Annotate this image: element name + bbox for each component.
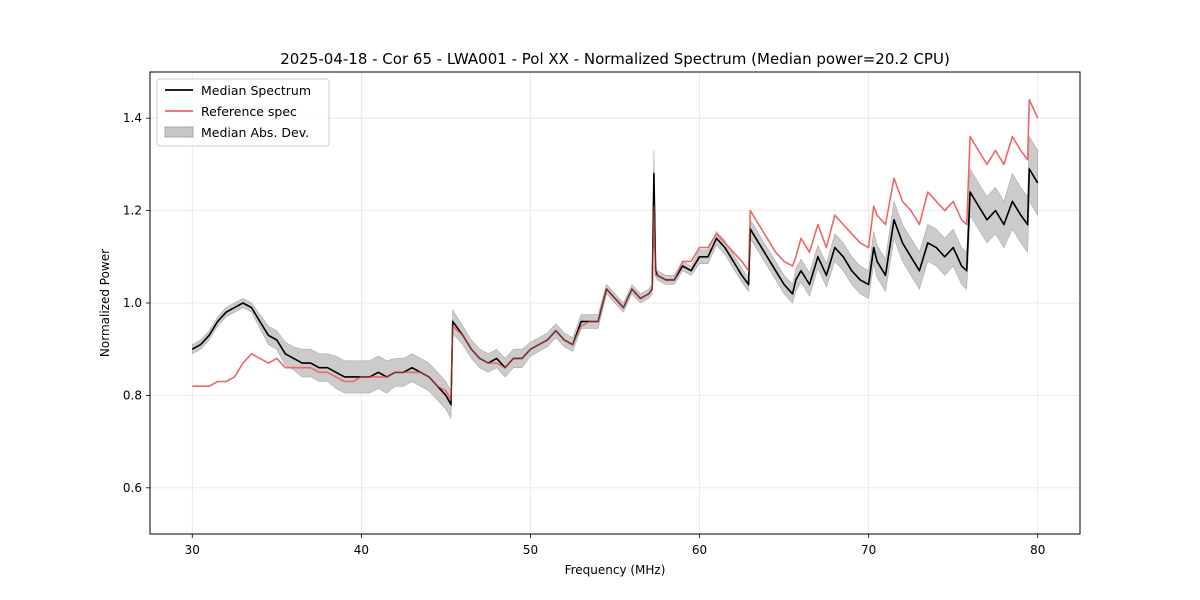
y-tick-label: 0.6 <box>123 481 142 495</box>
series-layer <box>191 98 1039 407</box>
mad-band <box>192 135 1038 420</box>
median-spectrum-overlay <box>192 166 1039 407</box>
legend-reference-spec-label: Reference spec <box>201 104 297 119</box>
legend-mad-band-swatch <box>164 126 194 138</box>
x-tick-label: 50 <box>523 543 538 557</box>
x-axis-label: Frequency (MHz) <box>565 563 666 577</box>
x-tick-label: 70 <box>861 543 876 557</box>
y-axis-ticks: 0.6 0.8 1.0 1.2 1.4 <box>123 111 150 495</box>
legend: Median Spectrum Reference spec Median Ab… <box>156 78 330 147</box>
x-tick-label: 30 <box>185 543 200 557</box>
x-axis-ticks: 30 40 50 60 70 80 <box>185 534 1045 557</box>
y-tick-label: 1.4 <box>123 111 142 125</box>
legend-mad-band-label: Median Abs. Dev. <box>201 125 309 140</box>
legend-box <box>156 78 330 147</box>
y-tick-label: 0.8 <box>123 388 142 402</box>
legend-median-spectrum-label: Median Spectrum <box>201 83 311 98</box>
x-tick-label: 80 <box>1030 543 1045 557</box>
y-tick-label: 1.0 <box>123 296 142 310</box>
mad-band-layer <box>192 135 1038 420</box>
chart-title: 2025-04-18 - Cor 65 - LWA001 - Pol XX - … <box>280 50 950 68</box>
y-tick-label: 1.2 <box>123 204 142 218</box>
y-axis-label: Normalized Power <box>98 249 112 357</box>
x-tick-label: 40 <box>354 543 369 557</box>
x-tick-label: 60 <box>692 543 707 557</box>
